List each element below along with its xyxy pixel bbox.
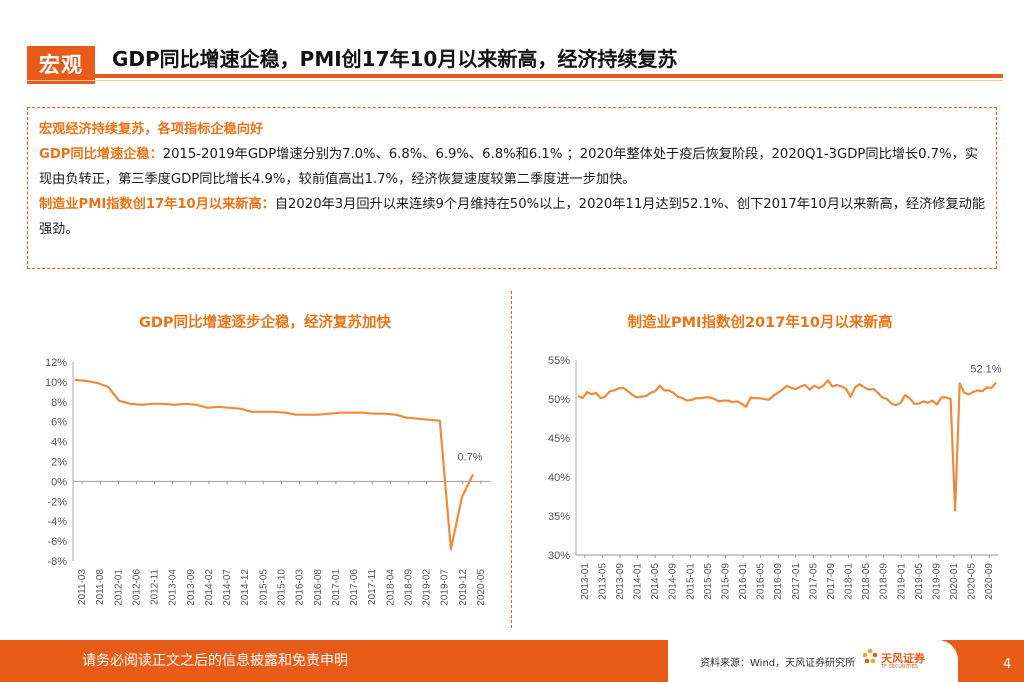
x-tick-label: 2014-02 xyxy=(204,569,215,606)
x-tick-label: 2013-09 xyxy=(186,569,197,606)
x-tick-label: 2018-09 xyxy=(403,569,414,606)
tf-logo-icon xyxy=(862,648,878,664)
x-tick-label: 2017-01 xyxy=(331,569,342,606)
x-tick-label: 2013-04 xyxy=(168,569,179,606)
x-tick-label: 2014-12 xyxy=(240,569,251,606)
x-tick-label: 2017-09 xyxy=(826,563,837,600)
x-tick-label: 2019-02 xyxy=(422,569,433,606)
x-tick-label: 2020-05 xyxy=(967,563,978,600)
source-note: 资料来源：Wind，天风证券研究所 xyxy=(700,658,856,669)
y-tick-label: 6% xyxy=(51,417,67,429)
x-tick-label: 2020-05 xyxy=(476,569,487,606)
series-line xyxy=(577,379,997,512)
section-tag: 宏观 xyxy=(27,46,95,84)
end-value-label: 52.1% xyxy=(970,364,1001,376)
x-tick-label: 2016-05 xyxy=(756,563,767,600)
x-tick-label: 2013-01 xyxy=(580,563,591,600)
x-tick-label: 2014-05 xyxy=(650,563,661,600)
end-value-label: 0.7% xyxy=(457,451,482,463)
x-tick-label: 2013-09 xyxy=(615,563,626,600)
x-tick-label: 2012-01 xyxy=(113,569,124,606)
x-tick-label: 2018-05 xyxy=(861,563,872,600)
x-tick-label: 2016-09 xyxy=(773,563,784,600)
x-tick-label: 2015-05 xyxy=(258,569,269,606)
page-number: 4 xyxy=(1003,657,1012,672)
y-tick-label: 30% xyxy=(548,550,570,562)
y-tick-label: 2% xyxy=(51,457,67,469)
disclaimer-text: 请务必阅读正文之后的信息披露和免责申明 xyxy=(82,653,348,669)
page-title: GDP同比增速企稳，PMI创17年10月以来新高，经济持续复苏 xyxy=(112,47,678,71)
y-tick-label: 8% xyxy=(51,397,67,409)
summary-box: 宏观经济持续复苏，各项指标企稳向好 GDP同比增速企稳：2015-2019年GD… xyxy=(27,107,997,269)
x-tick-label: 2016-08 xyxy=(313,569,324,606)
x-tick-label: 2017-06 xyxy=(349,569,360,606)
gdp-chart: 12% 10% 8% 6% 4% 2% 0% -2% -4% -6% -8% 2011-03 2011-… xyxy=(45,357,490,606)
x-tick-label: 2020-01 xyxy=(949,563,960,600)
summary-gdp: GDP同比增速企稳：2015-2019年GDP增速分别为7.0%、6.8%、6.… xyxy=(39,142,985,192)
pmi-label: 制造业PMI指数创17年10月以来新高： xyxy=(39,197,275,212)
y-tick-label: -6% xyxy=(47,536,67,548)
x-tick-label: 2015-01 xyxy=(685,563,696,600)
y-tick-label: -4% xyxy=(47,516,67,528)
x-tick-label: 2018-04 xyxy=(385,569,396,606)
x-tick-label: 2019-12 xyxy=(458,569,469,606)
gdp-chart-title: GDP同比增速逐步企稳，经济复苏加快 xyxy=(138,315,392,331)
x-tick-label: 2011-03 xyxy=(77,569,88,605)
logo-subtext: TF SECURITIES xyxy=(881,664,918,670)
x-tick-label: 2012-11 xyxy=(150,569,161,605)
x-tick-label: 2013-05 xyxy=(597,563,608,600)
x-tick-label: 2015-10 xyxy=(277,569,288,606)
summary-pmi: 制造业PMI指数创17年10月以来新高：自2020年3月回升以来连续9个月维持在… xyxy=(39,192,985,242)
pmi-chart-title: 制造业PMI指数创2017年10月以来新高 xyxy=(627,315,893,331)
footer-bar: 请务必阅读正文之后的信息披露和免责申明 xyxy=(0,640,1024,682)
series-line xyxy=(74,378,474,551)
x-tick-label: 2019-07 xyxy=(440,569,451,606)
summary-heading: 宏观经济持续复苏，各项指标企稳向好 xyxy=(39,122,264,137)
y-tick-label: 40% xyxy=(548,472,570,484)
x-tick-label: 2012-06 xyxy=(131,569,142,606)
y-tick-label: 12% xyxy=(45,357,67,369)
y-tick-label: 55% xyxy=(548,355,570,367)
x-tick-label: 2018-09 xyxy=(879,563,890,600)
column-divider xyxy=(511,291,512,628)
x-tick-label: 2018-01 xyxy=(844,563,855,600)
y-tick-label: 0% xyxy=(51,476,67,488)
x-tick-label: 2019-05 xyxy=(914,563,925,600)
x-tick-label: 2014-07 xyxy=(222,569,233,606)
x-tick-label: 2011-08 xyxy=(95,569,106,605)
logo-text: 天风证券 xyxy=(881,652,925,665)
y-tick-label: -2% xyxy=(47,496,67,508)
x-tick-label: 2019-09 xyxy=(931,563,942,600)
x-tick-label: 2019-01 xyxy=(896,563,907,600)
x-tick-label: 2016-01 xyxy=(738,563,749,600)
footer-panel xyxy=(668,640,958,682)
y-tick-label: 35% xyxy=(548,511,570,523)
x-tick-label: 2016-03 xyxy=(295,569,306,606)
x-tick-label: 2014-01 xyxy=(633,563,644,600)
y-tick-label: 10% xyxy=(45,377,67,389)
y-tick-label: -8% xyxy=(47,556,67,568)
y-tick-label: 45% xyxy=(548,433,570,445)
x-tick-label: 2015-05 xyxy=(703,563,714,600)
pmi-chart: 55% 50% 45% 40% 35% 30% 2013-01 2013-05 2013-09 2… xyxy=(548,355,1002,600)
y-tick-label: 4% xyxy=(51,437,67,449)
x-tick-label: 2020-09 xyxy=(984,563,995,600)
title-rule xyxy=(27,74,1003,78)
x-tick-label: 2014-09 xyxy=(668,563,679,600)
title-rule-thin xyxy=(27,80,1003,81)
gdp-label: GDP同比增速企稳： xyxy=(39,147,163,162)
y-tick-label: 50% xyxy=(548,394,570,406)
x-tick-label: 2017-01 xyxy=(791,563,802,600)
x-tick-label: 2017-05 xyxy=(808,563,819,600)
x-tick-label: 2017-11 xyxy=(367,569,378,605)
x-tick-label: 2015-09 xyxy=(720,563,731,600)
gdp-text: 2015-2019年GDP增速分别为7.0%、6.8%、6.9%、6.8%和6.… xyxy=(39,147,978,187)
pmi-text: 自2020年3月回升以来连续9个月维持在50%以上，2020年11月达到52.1… xyxy=(39,197,986,237)
